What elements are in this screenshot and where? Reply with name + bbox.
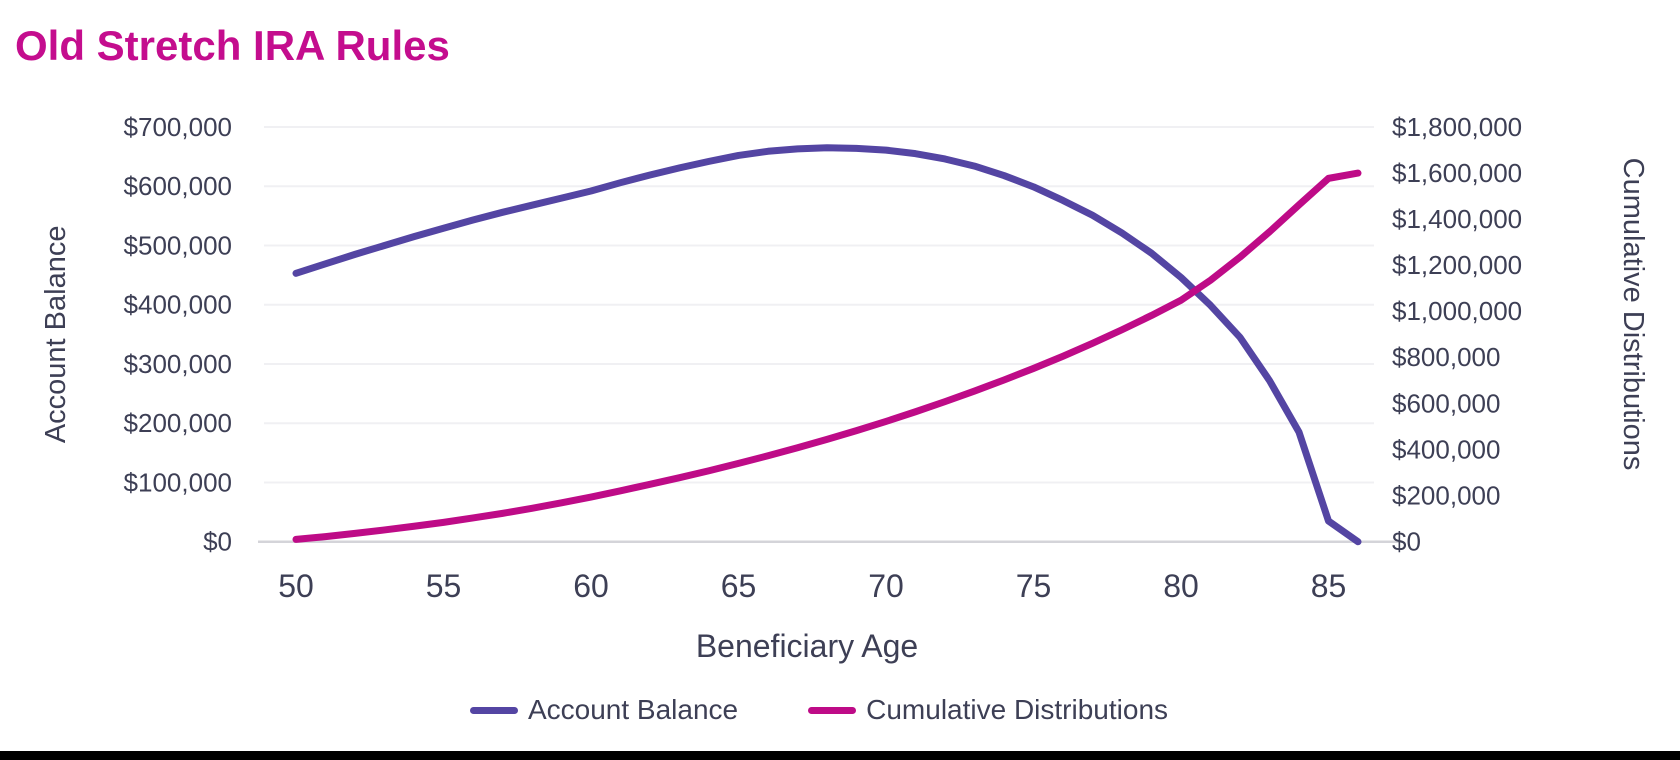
left-axis-title: Account Balance [40,226,72,444]
left-axis-tick-label: $300,000 [124,349,232,379]
left-axis-tick-label: $100,000 [124,467,232,497]
legend: Account Balance Cumulative Distributions [264,690,1374,730]
legend-item-cumulative-distributions: Cumulative Distributions [808,694,1168,726]
left-axis-tick-label: $600,000 [124,171,232,201]
left-axis-tick-label: $400,000 [124,290,232,320]
right-axis-tick-label: $400,000 [1392,434,1500,464]
left-axis-tick-label: $200,000 [124,408,232,438]
right-axis-tick-label: $800,000 [1392,342,1500,372]
x-axis-tick-label: 85 [1311,568,1347,604]
x-axis-tick-label: 55 [426,568,462,604]
right-axis-tick-label: $1,800,000 [1392,112,1522,142]
right-axis-tick-label: $600,000 [1392,388,1500,418]
right-axis-tick-label: $1,200,000 [1392,250,1522,280]
x-axis-tick-label: 70 [868,568,904,604]
cumulative-distributions-line [292,169,1362,543]
left-axis-tick-label: $0 [203,527,232,557]
cumulative-distributions-legend-label: Cumulative Distributions [866,694,1169,725]
x-axis-tick-label: 60 [573,568,609,604]
right-axis-tick-label: $1,000,000 [1392,296,1522,326]
x-axis-tick-label: 75 [1016,568,1052,604]
bottom-border-bar [0,751,1680,760]
right-axis-tick-label: $0 [1392,527,1421,557]
account-balance-legend-label: Account Balance [527,694,739,725]
legend-item-account-balance: Account Balance [469,694,739,726]
x-axis-tick-label: 65 [721,568,757,604]
cumulative-distributions-legend-swatch [808,706,857,714]
right-axis-tick-label: $1,600,000 [1392,158,1522,188]
left-axis-tick-label: $700,000 [124,112,232,142]
right-axis-tick-label: $200,000 [1392,480,1500,510]
account-balance-legend-swatch [469,706,518,714]
right-axis-tick-label: $1,400,000 [1392,204,1522,234]
x-axis-tick-label: 50 [278,568,314,604]
x-axis-tick-label: 80 [1163,568,1199,604]
x-axis-title: Beneficiary Age [696,628,918,664]
chart-title: Old Stretch IRA Rules [15,22,450,69]
right-axis-title: Cumulative Distributions [1617,158,1649,471]
left-axis-tick-label: $500,000 [124,230,232,260]
account-balance-line [292,144,1362,546]
